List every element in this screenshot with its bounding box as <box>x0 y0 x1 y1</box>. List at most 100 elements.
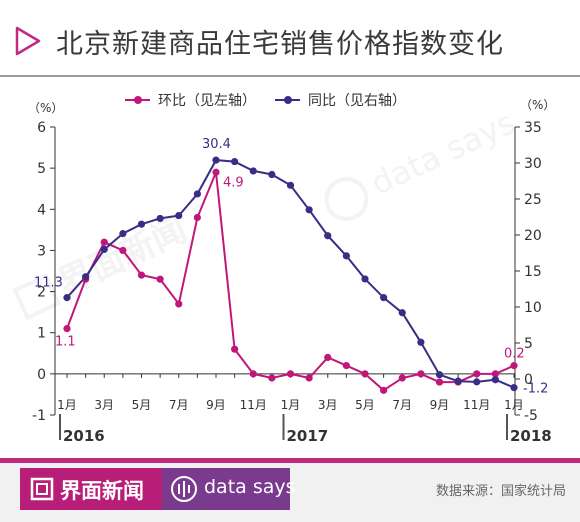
data-point-yoy <box>398 309 406 317</box>
data-point-yoy <box>119 229 127 238</box>
left-y-tick-label: -1 <box>32 408 46 424</box>
data-point-yoy <box>249 167 257 175</box>
year-label: 2016 <box>63 427 105 445</box>
right-y-tick-label: 10 <box>524 300 542 316</box>
data-point-yoy <box>435 371 444 379</box>
data-point-mom <box>398 374 406 382</box>
data-point-yoy <box>193 190 201 198</box>
data-point-mom <box>380 386 388 394</box>
data-point-yoy <box>286 181 295 189</box>
legend-label-mom: 环比（见左轴） <box>158 93 256 109</box>
left-y-tick-label: 3 <box>37 243 46 259</box>
data-point-yoy <box>175 211 183 220</box>
data-point-yoy <box>417 338 425 346</box>
data-label-yoy: 11.3 <box>34 276 63 291</box>
data-point-mom <box>491 370 499 378</box>
x-tick-label: 1月 <box>57 398 77 412</box>
left-y-tick-label: 2 <box>37 285 46 301</box>
data-point-mom <box>249 370 257 378</box>
left-y-tick-label: 5 <box>37 161 46 177</box>
data-point-mom <box>417 370 425 378</box>
x-tick-label: 1月 <box>281 398 301 412</box>
right-y-tick-label: -5 <box>524 408 538 424</box>
data-point-mom <box>212 168 220 176</box>
footer: 界面新闻 data says 数据来源：国家统计局 <box>0 458 580 522</box>
data-point-yoy <box>491 376 499 384</box>
brand-name: 界面新闻 <box>60 479 144 503</box>
x-tick-label: 7月 <box>392 398 412 412</box>
data-source: 数据来源：国家统计局 <box>435 484 566 499</box>
x-tick-label: 3月 <box>94 398 114 412</box>
x-tick-label: 1月 <box>504 398 524 412</box>
x-tick-label: 5月 <box>132 398 152 412</box>
legend-marker-yoy <box>284 96 292 104</box>
data-point-yoy <box>473 378 481 386</box>
data-point-mom <box>510 362 518 370</box>
series-line-yoy <box>66 159 515 389</box>
right-y-tick-label: 20 <box>524 228 542 244</box>
data-point-yoy <box>63 294 71 302</box>
legend-label-yoy: 同比（见右轴） <box>308 93 406 109</box>
data-point-yoy <box>82 273 90 281</box>
data-point-yoy <box>100 245 108 253</box>
data-point-mom <box>193 213 201 222</box>
x-tick-label: 5月 <box>355 398 375 412</box>
data-says-badge: data says <box>162 468 296 510</box>
data-label-yoy: -1.2 <box>523 382 548 397</box>
data-point-yoy <box>268 170 276 179</box>
data-point-mom <box>361 370 369 378</box>
brand-badge: 界面新闻 <box>20 468 162 510</box>
data-point-yoy <box>137 220 146 228</box>
right-y-tick-label: 5 <box>524 336 533 352</box>
data-point-yoy <box>361 275 369 283</box>
left-y-tick-label: 6 <box>37 120 46 136</box>
data-point-mom <box>435 378 444 386</box>
watermark: 界面新闻 data says <box>12 103 521 321</box>
page-title: 北京新建商品住宅销售价格指数变化 <box>56 29 504 60</box>
data-point-yoy <box>380 294 388 302</box>
brand-logo-icon <box>30 477 54 501</box>
right-axis-unit: （%） <box>520 98 555 112</box>
watermark-says-icon <box>324 177 369 222</box>
data-point-yoy <box>305 206 313 214</box>
x-tick-label: 3月 <box>318 398 338 412</box>
year-label: 2017 <box>287 427 329 445</box>
play-arrow-icon <box>15 26 41 56</box>
data-point-mom <box>305 374 313 382</box>
left-y-tick-label: 1 <box>37 326 46 342</box>
data-point-mom <box>119 246 127 255</box>
left-axis-unit: （%） <box>28 101 63 115</box>
data-point-mom <box>473 370 481 378</box>
price-index-chart: 界面新闻 data says （%） （%）6543210-13530252015… <box>12 93 555 445</box>
data-says-logo-icon <box>171 476 197 502</box>
data-label-mom: 1.1 <box>55 335 76 350</box>
data-says-text: data says <box>204 476 296 498</box>
legend-marker-mom <box>134 96 142 104</box>
data-point-mom <box>63 325 71 333</box>
x-tick-label: 11月 <box>463 398 490 412</box>
x-tick-label: 11月 <box>240 398 267 412</box>
data-point-yoy <box>324 232 332 240</box>
right-y-tick-label: 25 <box>524 192 542 208</box>
data-point-yoy <box>342 252 350 260</box>
data-point-mom <box>175 300 183 308</box>
footer-accent-bar <box>0 458 580 463</box>
title-row: 北京新建商品住宅销售价格指数变化 <box>0 0 580 84</box>
data-point-mom <box>286 370 295 378</box>
data-label-yoy: 30.4 <box>202 137 231 152</box>
x-tick-label: 9月 <box>430 398 450 412</box>
data-point-mom <box>156 275 164 283</box>
data-point-mom <box>324 353 332 361</box>
data-label-mom: 4.9 <box>223 175 244 190</box>
data-point-yoy <box>212 156 220 164</box>
data-point-yoy <box>156 214 164 223</box>
right-y-tick-label: 15 <box>524 264 542 280</box>
title-divider <box>0 75 580 77</box>
data-point-yoy <box>454 377 462 385</box>
series-line-mom <box>66 171 515 392</box>
watermark-sub-brand: data says <box>365 103 521 203</box>
x-tick-label: 7月 <box>169 398 189 412</box>
data-label-mom: 0.2 <box>504 347 525 362</box>
right-y-tick-label: 0 <box>524 372 533 388</box>
watermark-logo-icon <box>12 273 62 321</box>
